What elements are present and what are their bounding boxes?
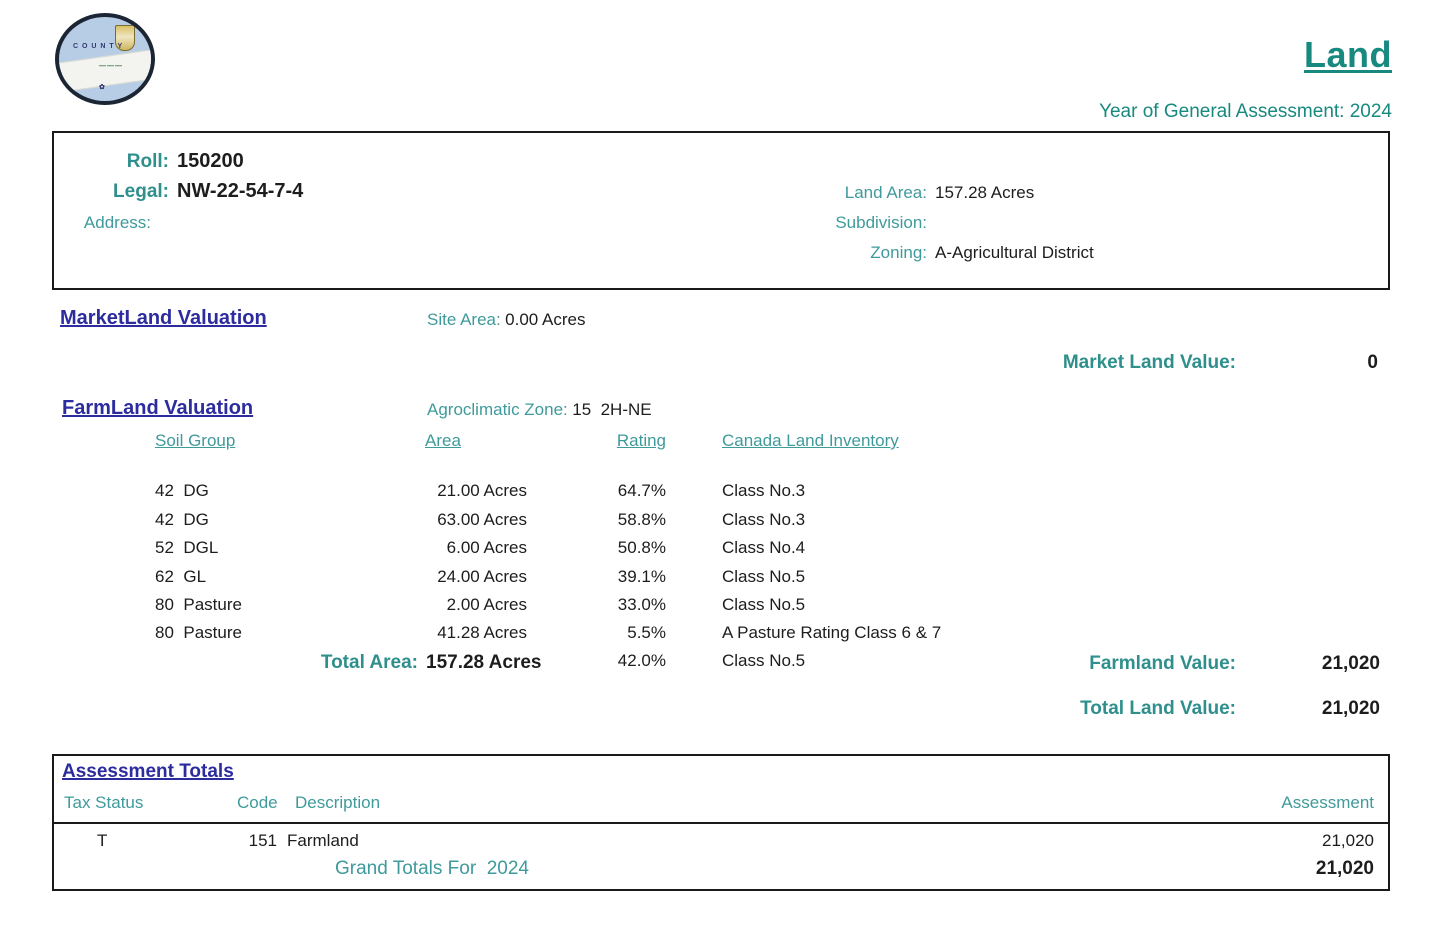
farm-table-row: 80 Pasture 41.28 Acres 5.5% A Pasture Ra… xyxy=(0,623,1440,645)
farm-table-row: 42 DG 63.00 Acres 58.8% Class No.3 xyxy=(0,510,1440,532)
code-cell: 151 xyxy=(248,831,277,850)
rating-cell: 33.0% xyxy=(617,595,666,614)
grand-total-value: 21,020 xyxy=(1315,858,1374,879)
rating-cell: 50.8% xyxy=(617,538,666,557)
farm-table-row: 42 DG 21.00 Acres 64.7% Class No.3 xyxy=(0,481,1440,503)
area-cell: 41.28 Acres xyxy=(437,623,527,642)
column-header-code: Code xyxy=(237,793,278,812)
cli-cell: Class No.3 xyxy=(722,510,806,529)
land-area-value: 157.28 Acres xyxy=(935,183,1035,202)
cli-cell: Class No.3 xyxy=(722,481,806,500)
column-header-description: Description xyxy=(295,793,381,812)
rating-cell: 39.1% xyxy=(617,567,666,586)
agroclimatic-zone-value: 15 2H-NE xyxy=(572,400,652,419)
farmland-value: 21,020 xyxy=(1321,653,1380,674)
column-header-soil-group: Soil Group xyxy=(155,431,236,450)
crest-shield-icon xyxy=(115,25,135,51)
soil-group-cell: 52 DGL xyxy=(155,538,219,557)
crest-text-line: C O U N T Y xyxy=(73,43,124,50)
farmland-value-label: Farmland Value: xyxy=(1089,653,1236,674)
assessment-year-line: Year of General Assessment: 2024 xyxy=(1099,101,1392,122)
farmland-valuation-heading: FarmLand Valuation xyxy=(62,397,254,419)
column-header-canada-land-inventory: Canada Land Inventory xyxy=(722,431,899,450)
crest-text-line: ✿ xyxy=(99,84,105,91)
legal-value: NW-22-54-7-4 xyxy=(177,180,304,202)
page-title: Land xyxy=(1304,34,1392,75)
assessment-cell: 21,020 xyxy=(1322,831,1374,850)
assessment-totals-heading: Assessment Totals xyxy=(62,761,234,782)
agroclimatic-zone-row: Agroclimatic Zone: 15 2H-NE xyxy=(427,400,652,420)
total-area-value: 157.28 Acres xyxy=(426,652,542,673)
subdivision-label: Subdivision: xyxy=(835,213,927,232)
cli-cell: Class No.5 xyxy=(722,595,806,614)
assessment-totals-box: Assessment Totals Tax Status Code Descri… xyxy=(52,754,1390,891)
column-header-rating: Rating xyxy=(616,431,666,450)
rating-cell: 64.7% xyxy=(617,481,666,500)
market-land-value-label: Market Land Value: xyxy=(1062,352,1236,373)
column-header-area: Area xyxy=(425,431,461,450)
county-crest-logo: C O U N T Y ——— ✿ xyxy=(55,13,155,105)
cli-cell: A Pasture Rating Class 6 & 7 xyxy=(722,623,942,642)
total-rating-value: 42.0% xyxy=(617,651,666,670)
header-divider-line xyxy=(54,822,1388,824)
property-info-box: Roll: 150200 Legal: NW-22-54-7-4 Address… xyxy=(52,131,1390,290)
rating-cell: 58.8% xyxy=(617,510,666,529)
farm-table-row: 52 DGL 6.00 Acres 50.8% Class No.4 xyxy=(0,538,1440,560)
soil-group-cell: 62 GL xyxy=(155,567,207,586)
total-land-value-label: Total Land Value: xyxy=(1080,698,1236,719)
marketland-valuation-heading: MarketLand Valuation xyxy=(60,307,267,329)
land-area-label: Land Area: xyxy=(844,183,927,202)
soil-group-cell: 80 Pasture xyxy=(155,623,242,642)
zoning-label: Zoning: xyxy=(870,243,927,262)
area-cell: 24.00 Acres xyxy=(437,567,527,586)
soil-group-cell: 80 Pasture xyxy=(155,595,242,614)
zoning-value: A-Agricultural District xyxy=(935,243,1094,262)
site-area-value: 0.00 Acres xyxy=(505,310,586,329)
area-cell: 2.00 Acres xyxy=(446,595,527,614)
area-cell: 6.00 Acres xyxy=(446,538,527,557)
farm-table-row: 80 Pasture 2.00 Acres 33.0% Class No.5 xyxy=(0,595,1440,617)
market-land-value: 0 xyxy=(1367,352,1378,373)
site-area-label: Site Area: xyxy=(427,310,501,329)
legal-label: Legal: xyxy=(113,181,169,202)
description-cell: Farmland xyxy=(287,831,359,850)
area-cell: 21.00 Acres xyxy=(437,481,527,500)
cli-cell: Class No.5 xyxy=(722,567,806,586)
total-area-label: Total Area: xyxy=(320,652,418,673)
soil-group-cell: 42 DG xyxy=(155,481,209,500)
crest-text-line: ——— xyxy=(99,63,123,70)
site-area-row: Site Area: 0.00 Acres xyxy=(427,310,586,330)
soil-group-cell: 42 DG xyxy=(155,510,209,529)
grand-totals-label: Grand Totals For 2024 xyxy=(335,858,529,879)
total-cli-value: Class No.5 xyxy=(722,651,806,670)
cli-cell: Class No.4 xyxy=(722,538,806,557)
roll-label: Roll: xyxy=(126,151,169,172)
column-header-assessment: Assessment xyxy=(1281,793,1374,812)
crest-banner xyxy=(59,46,151,94)
total-land-value: 21,020 xyxy=(1321,698,1380,719)
tax-status-cell: T xyxy=(97,831,108,850)
address-label: Address: xyxy=(83,213,151,232)
farm-table-row: 62 GL 24.00 Acres 39.1% Class No.5 xyxy=(0,567,1440,589)
rating-cell: 5.5% xyxy=(627,623,666,642)
roll-value: 150200 xyxy=(177,150,244,172)
column-header-tax-status: Tax Status xyxy=(64,793,144,812)
area-cell: 63.00 Acres xyxy=(437,510,527,529)
agroclimatic-zone-label: Agroclimatic Zone: xyxy=(427,400,568,419)
